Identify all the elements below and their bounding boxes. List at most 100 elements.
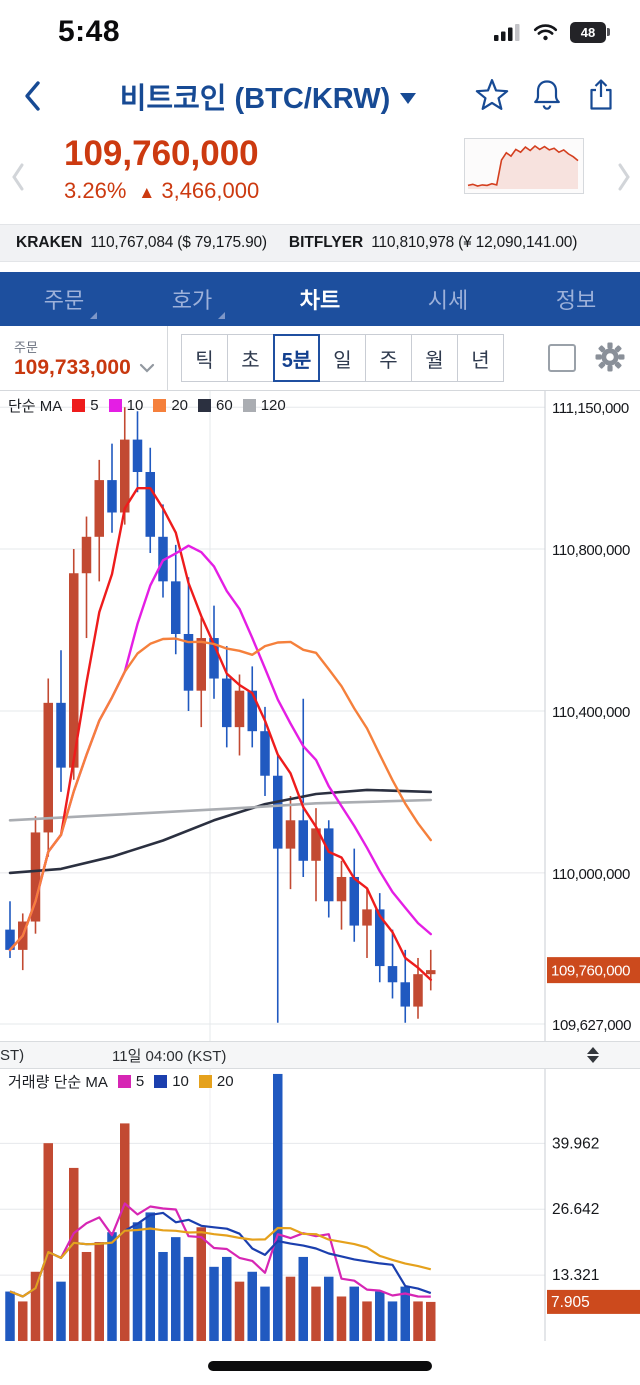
share-button[interactable]	[584, 77, 618, 116]
change-percent: 3.26%	[64, 178, 127, 204]
ma-10-legend-item: 10	[108, 397, 143, 414]
price-section: 109,760,000 3.26% ▲ 3,466,000	[0, 128, 640, 224]
interval-tick[interactable]: 틱	[181, 334, 228, 382]
ma-5-legend-item: 5	[72, 397, 99, 414]
svg-text:7.905: 7.905	[551, 1294, 590, 1311]
legend-swatch-icon	[153, 399, 167, 412]
settings-button[interactable]	[594, 341, 626, 376]
axis-label-center: 11일 04:00 (KST)	[112, 1047, 227, 1065]
status-bar: 5:48 48	[0, 0, 640, 64]
back-button[interactable]	[22, 78, 62, 114]
pane-resize-handle[interactable]	[586, 1046, 600, 1064]
updown-arrows-icon	[587, 1047, 599, 1063]
chart-style-button[interactable]	[548, 344, 576, 372]
price-change: 3.26% ▲ 3,466,000	[64, 178, 640, 204]
ma-5-legend-item: 5	[117, 1073, 144, 1090]
battery-icon: 48	[570, 21, 612, 43]
alert-button[interactable]	[530, 77, 564, 116]
legend-swatch-icon	[72, 399, 86, 412]
tab-chart[interactable]: 차트	[256, 272, 384, 326]
price-ma-legend: 단순 MA 5 10 20 60 120	[8, 395, 286, 416]
exchange-comparison-bar: KRAKEN 110,767,084 ($ 79,175.90) BITFLYE…	[0, 224, 640, 262]
main-tabs: 주문 호가 차트 시세 정보	[0, 272, 640, 326]
volume-chart[interactable]: 39.962 26.642 13.321 7.905	[0, 1069, 640, 1341]
svg-text:111,150,000: 111,150,000	[552, 400, 629, 417]
ma-20-legend-item: 20	[198, 1073, 234, 1090]
exchange-price: 110,810,978 (¥ 12,090,141.00)	[371, 234, 578, 251]
interval-5min[interactable]: 5분	[273, 334, 320, 382]
svg-text:109,760,000: 109,760,000	[551, 963, 630, 980]
status-icons: 48	[494, 21, 612, 43]
interval-year[interactable]: 년	[457, 334, 504, 382]
svg-text:110,400,000: 110,400,000	[552, 704, 630, 721]
tab-quotes[interactable]: 시세	[384, 272, 512, 326]
up-arrow-icon: ▲	[138, 183, 156, 203]
next-symbol-button[interactable]	[616, 162, 632, 195]
legend-swatch-icon	[108, 399, 122, 412]
candlestick-chart[interactable]: 111,150,000 110,800,000 110,400,000 110,000…	[0, 391, 640, 1041]
chevron-left-icon	[12, 163, 24, 191]
interval-buttons: 틱 초 5분 일 주 월 년	[181, 334, 504, 382]
interval-week[interactable]: 주	[365, 334, 412, 382]
price-chart-area: 단순 MA 5 10 20 60 120 111,150,000 110,800,000 1…	[0, 391, 640, 1041]
tab-info[interactable]: 정보	[512, 272, 640, 326]
svg-text:13.321: 13.321	[552, 1267, 599, 1284]
gear-icon	[595, 342, 625, 371]
exchange-name: BITFLYER	[288, 234, 364, 251]
favorite-button[interactable]	[474, 77, 510, 116]
interval-sec[interactable]: 초	[227, 334, 274, 382]
svg-text:110,800,000: 110,800,000	[552, 542, 630, 559]
current-price: 109,760,000	[64, 134, 259, 173]
volume-legend-label: 거래량 단순 MA	[8, 1074, 108, 1091]
share-icon	[590, 78, 612, 110]
nav-header: 비트코인 (BTC/KRW)	[0, 64, 640, 128]
change-amount: ▲ 3,466,000	[138, 178, 260, 204]
volume-chart-area: 거래량 단순 MA 5 10 20 39.962 26.642 13.321 7.905	[0, 1069, 640, 1341]
star-icon	[475, 78, 509, 110]
dropdown-caret-icon	[400, 92, 417, 104]
back-chevron-icon	[25, 81, 40, 111]
tab-orderbook[interactable]: 호가	[128, 272, 256, 326]
ma-legend-label: 단순 MA	[8, 398, 63, 415]
volume-ma-legend: 거래량 단순 MA 5 10 20	[8, 1071, 234, 1092]
time-axis: ST) 11일 04:00 (KST)	[0, 1041, 640, 1069]
battery-level: 48	[580, 24, 596, 40]
clock: 5:48	[58, 15, 121, 48]
prev-symbol-button[interactable]	[10, 162, 26, 195]
ma-120-legend-item: 120	[242, 397, 286, 414]
tab-order[interactable]: 주문	[0, 272, 128, 326]
interval-day[interactable]: 일	[319, 334, 366, 382]
chevron-down-icon	[139, 363, 154, 373]
cellular-signal-icon	[494, 24, 520, 41]
ma-60-legend-item: 60	[198, 397, 233, 414]
interval-month[interactable]: 월	[411, 334, 458, 382]
submenu-corner-icon	[218, 312, 225, 319]
toolbar-actions	[548, 341, 640, 376]
legend-swatch-icon	[198, 1075, 212, 1088]
symbol-selector[interactable]: 비트코인 (BTC/KRW)	[62, 75, 474, 117]
ma-10-legend-item: 10	[154, 1073, 189, 1090]
page-title: 비트코인 (BTC/KRW)	[119, 83, 391, 115]
svg-text:110,000,000: 110,000,000	[552, 866, 630, 883]
legend-swatch-icon	[117, 1075, 131, 1088]
square-outline-icon	[548, 344, 576, 372]
legend-swatch-icon	[198, 399, 211, 412]
wifi-icon	[533, 24, 558, 41]
svg-text:39.962: 39.962	[552, 1135, 599, 1152]
chart-toolbar: 주문 109,733,000 틱 초 5분 일 주 월 년	[0, 326, 640, 391]
ma-20-legend-item: 20	[153, 397, 188, 414]
order-price-selector[interactable]: 주문 109,733,000	[0, 326, 168, 390]
mini-trend-chart[interactable]	[464, 138, 584, 194]
sparkline-chart	[467, 144, 579, 189]
chevron-right-icon	[618, 163, 630, 191]
header-actions	[474, 77, 618, 116]
axis-label-left: ST)	[0, 1046, 25, 1064]
submenu-corner-icon	[90, 312, 97, 319]
bell-icon	[534, 79, 560, 110]
order-price: 109,733,000	[14, 355, 131, 379]
home-indicator[interactable]	[208, 1361, 432, 1371]
exchange-name: KRAKEN	[16, 234, 83, 251]
svg-text:26.642: 26.642	[552, 1201, 599, 1218]
legend-swatch-icon	[154, 1075, 168, 1088]
